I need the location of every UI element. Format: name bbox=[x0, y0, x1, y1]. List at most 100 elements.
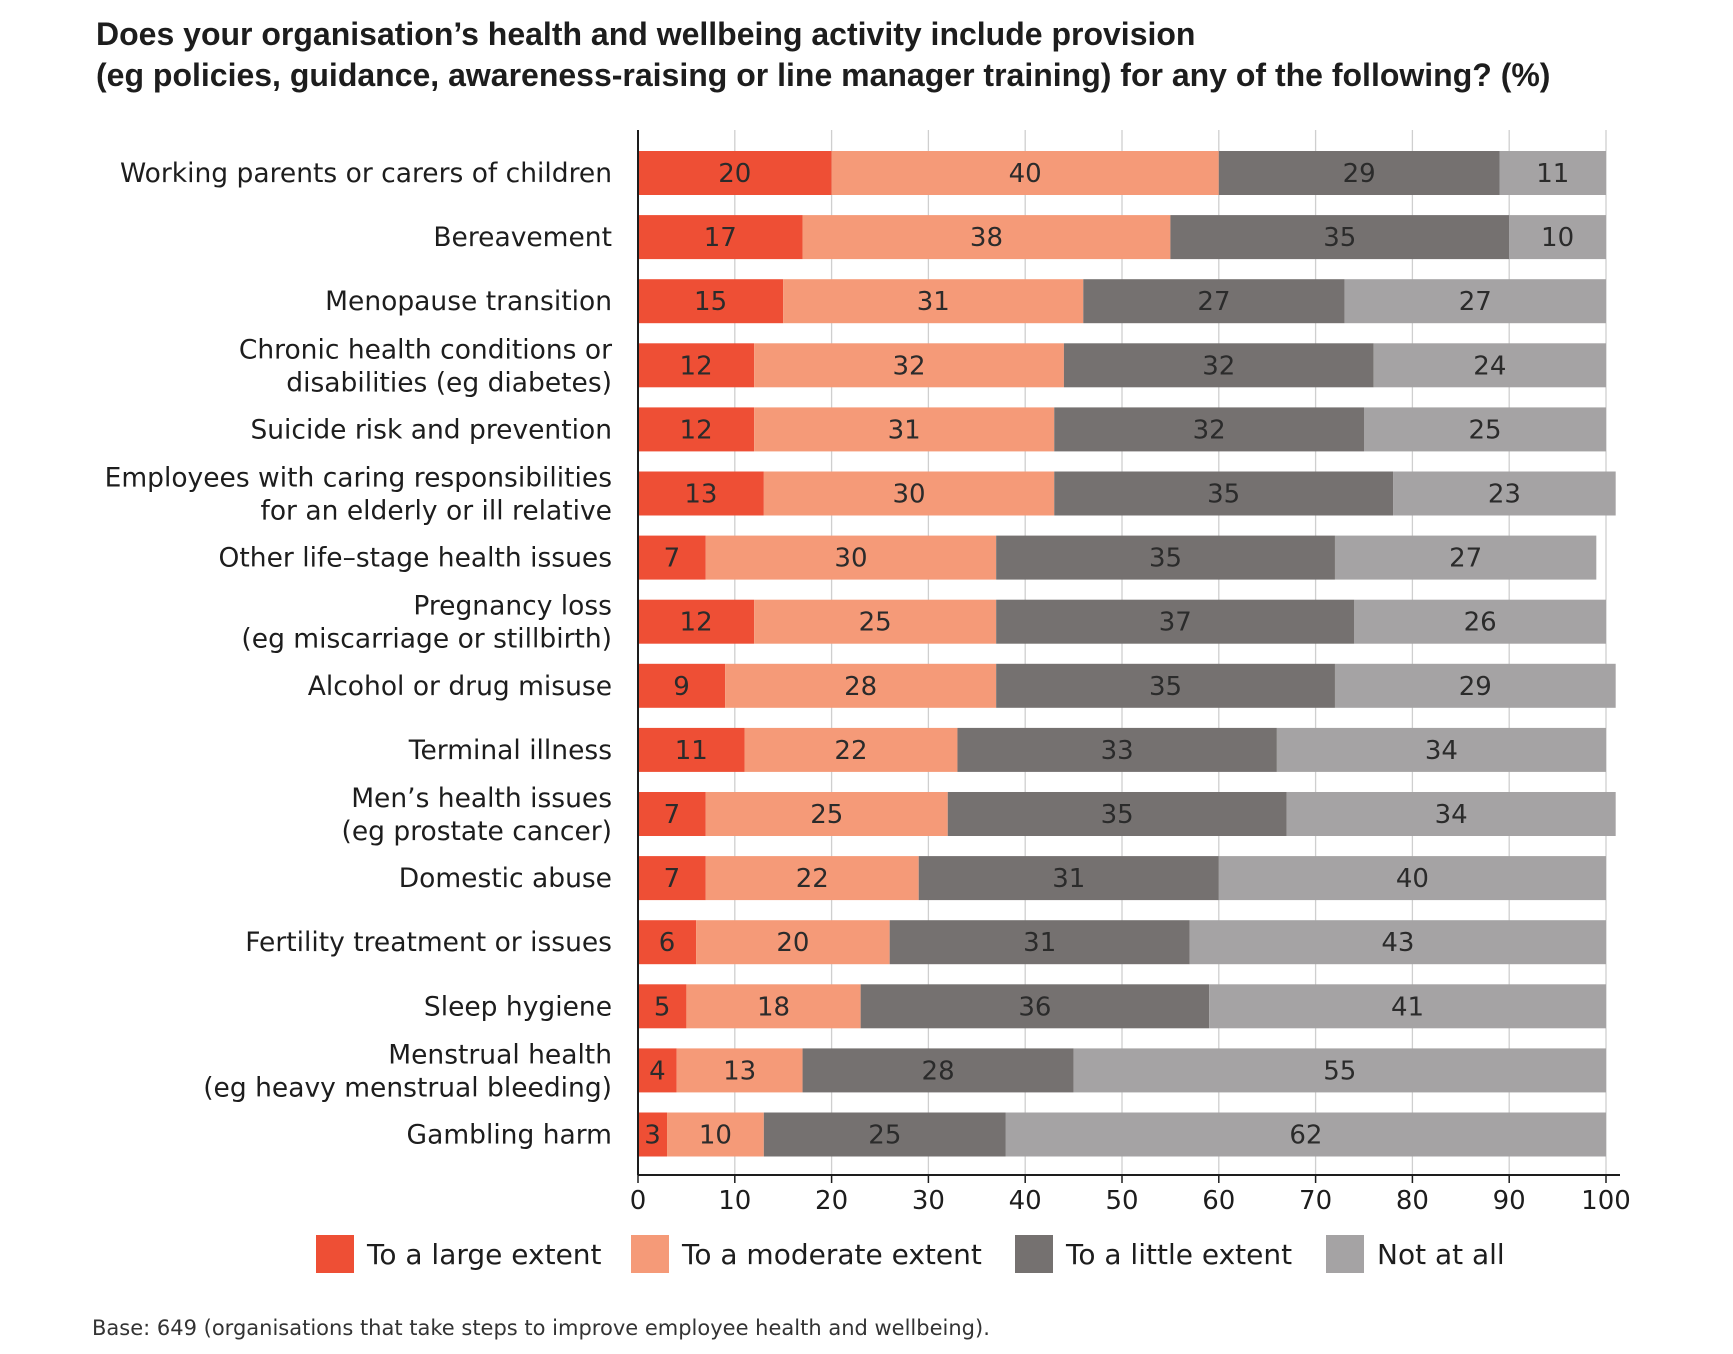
data-label: 36 bbox=[1018, 992, 1051, 1022]
bar-segment bbox=[696, 920, 890, 965]
bar-segment bbox=[1334, 535, 1597, 580]
bar-segment bbox=[638, 471, 764, 516]
data-label: 15 bbox=[694, 287, 727, 317]
category-label-line: Employees with caring responsibilities bbox=[105, 463, 612, 494]
category-label-line: Pregnancy loss bbox=[413, 591, 612, 622]
bar-segment bbox=[638, 343, 755, 388]
data-label: 11 bbox=[675, 736, 708, 766]
data-label: 18 bbox=[757, 992, 790, 1022]
data-label: 29 bbox=[1343, 159, 1376, 189]
category-label: Menstrual health (eg heavy menstrual blee… bbox=[203, 1039, 612, 1103]
data-label: 7 bbox=[664, 864, 681, 894]
bar-segment bbox=[1354, 599, 1606, 644]
data-label: 35 bbox=[1207, 480, 1240, 510]
bar-segment bbox=[667, 1112, 764, 1157]
data-label: 25 bbox=[868, 1121, 901, 1151]
data-label: 35 bbox=[1323, 223, 1356, 253]
data-label: 40 bbox=[1009, 159, 1042, 189]
data-label: 43 bbox=[1381, 928, 1414, 958]
x-tick-label: 0 bbox=[630, 1186, 647, 1216]
data-label: 5 bbox=[654, 992, 671, 1022]
legend-label: To a moderate extent bbox=[681, 1238, 982, 1271]
category-label: Sleep hygiene bbox=[424, 991, 612, 1022]
bar-segment bbox=[638, 535, 706, 580]
bar-segment bbox=[860, 984, 1210, 1029]
data-label: 29 bbox=[1459, 672, 1492, 702]
data-label: 12 bbox=[680, 415, 713, 445]
category-label: Chronic health conditions or disabilities… bbox=[239, 334, 612, 398]
category-label: Alcohol or drug misuse bbox=[308, 671, 612, 702]
data-label: 9 bbox=[673, 672, 690, 702]
bar-segment bbox=[1209, 984, 1606, 1029]
bar-segment bbox=[1063, 343, 1374, 388]
data-label: 10 bbox=[1541, 223, 1574, 253]
data-label: 28 bbox=[844, 672, 877, 702]
bar-segment bbox=[1344, 279, 1606, 324]
data-label: 41 bbox=[1391, 992, 1424, 1022]
bar-segment bbox=[996, 599, 1355, 644]
data-label: 31 bbox=[917, 287, 950, 317]
bar-segment bbox=[638, 856, 706, 901]
bar-segment bbox=[1334, 663, 1616, 708]
chart-title-line-2: (eg policies, guidance, awareness-raisin… bbox=[96, 57, 1550, 93]
bar-segment bbox=[783, 279, 1084, 324]
bar-segment bbox=[1054, 471, 1394, 516]
data-label: 35 bbox=[1101, 800, 1134, 830]
x-tick-label: 80 bbox=[1396, 1186, 1429, 1216]
data-label: 33 bbox=[1101, 736, 1134, 766]
data-label: 12 bbox=[680, 608, 713, 638]
category-label-line: Alcohol or drug misuse bbox=[308, 671, 612, 702]
bar-segment bbox=[1373, 343, 1606, 388]
data-label: 25 bbox=[859, 608, 892, 638]
bar-segment bbox=[1509, 215, 1606, 260]
bar-segment bbox=[802, 215, 1171, 260]
bar-segment bbox=[705, 792, 948, 836]
category-label: Pregnancy loss (eg miscarriage or stillbi… bbox=[241, 591, 612, 655]
data-label: 62 bbox=[1289, 1121, 1322, 1151]
bar-segment bbox=[686, 984, 861, 1029]
data-label: 34 bbox=[1435, 800, 1468, 830]
legend-label: To a large extent bbox=[366, 1238, 602, 1271]
data-label: 37 bbox=[1159, 608, 1192, 638]
category-label-line: Menopause transition bbox=[325, 286, 612, 317]
data-label: 27 bbox=[1459, 287, 1492, 317]
bar-segment bbox=[725, 663, 997, 708]
data-label: 6 bbox=[659, 928, 676, 958]
bar-segment bbox=[763, 1112, 1006, 1157]
category-label-line: Domestic abuse bbox=[399, 863, 612, 894]
bar-segment bbox=[638, 599, 755, 644]
bar-segment bbox=[1218, 856, 1606, 901]
x-tick-label: 30 bbox=[912, 1186, 945, 1216]
category-label-line: Suicide risk and prevention bbox=[250, 414, 612, 445]
data-label: 7 bbox=[664, 800, 681, 830]
category-label: Working parents or carers of children bbox=[120, 158, 612, 189]
bar-segment bbox=[1286, 792, 1616, 836]
bar-segment bbox=[831, 151, 1219, 195]
bar-segment bbox=[1499, 151, 1606, 195]
bar-segment bbox=[1189, 920, 1606, 965]
bar-segment bbox=[638, 663, 726, 708]
data-label: 4 bbox=[649, 1056, 666, 1086]
bar-segment bbox=[638, 984, 687, 1029]
category-label-line: Terminal illness bbox=[408, 735, 612, 766]
data-label: 32 bbox=[1193, 415, 1226, 445]
data-label: 28 bbox=[922, 1056, 955, 1086]
data-label: 17 bbox=[704, 223, 737, 253]
bar-segment bbox=[1005, 1112, 1606, 1157]
data-label: 32 bbox=[892, 351, 925, 381]
bar-segment bbox=[996, 663, 1335, 708]
bar-segment bbox=[705, 535, 997, 580]
data-label: 30 bbox=[892, 480, 925, 510]
data-label: 20 bbox=[718, 159, 751, 189]
bar-segment bbox=[754, 407, 1055, 452]
category-label: Men’s health issues (eg prostate cancer) bbox=[342, 783, 613, 847]
bar-segment bbox=[638, 1112, 668, 1157]
data-label: 13 bbox=[723, 1056, 756, 1086]
bar-segment bbox=[638, 215, 803, 260]
category-label-line: disabilities (eg diabetes) bbox=[286, 367, 612, 398]
bar-segment bbox=[676, 1048, 803, 1093]
x-tick-label: 20 bbox=[815, 1186, 848, 1216]
bar-segment bbox=[638, 407, 755, 452]
category-label: Terminal illness bbox=[408, 735, 612, 766]
